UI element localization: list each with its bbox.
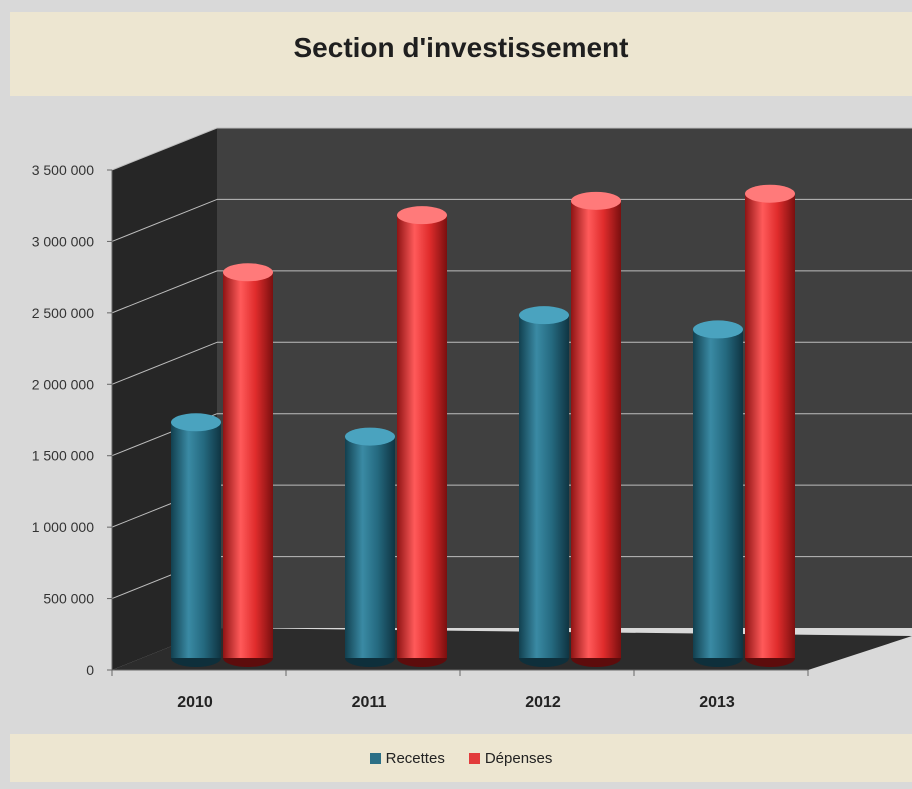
legend-label-recettes: Recettes: [385, 749, 445, 767]
x-tick-label: 2012: [525, 694, 561, 711]
y-tick-label: 2 500 000: [32, 305, 94, 321]
y-tick-label: 1 500 000: [32, 448, 94, 464]
gridline-side: [111, 341, 218, 385]
bar-top-recettes-2012: [519, 306, 569, 325]
x-tick-label: 2010: [177, 694, 213, 711]
bar-top-recettes-2011: [345, 427, 395, 446]
axis-lines: [107, 169, 809, 676]
bar-top-depenses-2012: [571, 191, 621, 210]
y-tick-label: 1 000 000: [32, 519, 94, 535]
y-tick-label: 0: [86, 662, 94, 678]
y-tick-label: 500 000: [43, 591, 94, 607]
y-tick-label: 3 500 000: [32, 162, 94, 178]
bar-top-depenses-2010: [223, 263, 273, 282]
chart-title: Section d'investissement: [293, 32, 629, 63]
bar-top-depenses-2011: [397, 206, 447, 225]
legend-item-recettes: Recettes: [369, 749, 445, 767]
gridline-side: [111, 127, 218, 171]
y-tick-labels: 0 500 000 1 000 000 1 500 000 2 000 000 2 500…: [32, 162, 95, 678]
bar-depenses-2013: [745, 193, 795, 658]
legend-swatch-depenses: [468, 752, 480, 764]
y-tick-label: 3 000 000: [32, 233, 94, 249]
bars: [171, 184, 795, 667]
bar-recettes-2011: [345, 436, 395, 658]
gridline-side: [111, 270, 218, 314]
title-band: Section d'investissement: [10, 12, 912, 96]
y-tick-label: 2 000 000: [32, 376, 94, 392]
legend-item-depenses: Dépenses: [468, 749, 553, 767]
bar-top-recettes-2010: [171, 413, 221, 432]
bar-recettes-2012: [519, 315, 569, 658]
legend: Recettes Dépenses: [10, 734, 912, 782]
legend-label-depenses: Dépenses: [484, 749, 553, 767]
legend-band: Recettes Dépenses: [10, 734, 912, 782]
x-tick-label: 2013: [699, 694, 735, 711]
legend-swatch-recettes: [369, 752, 381, 764]
x-tick-labels: 2010 2011 2012 2013: [177, 694, 735, 711]
bar-depenses-2010: [223, 272, 273, 658]
gridline-side: [111, 198, 218, 242]
bar-recettes-2010: [171, 422, 221, 658]
bar-top-recettes-2013: [693, 320, 743, 339]
bar-depenses-2011: [397, 215, 447, 658]
x-tick-label: 2011: [352, 694, 387, 711]
bar-depenses-2012: [571, 200, 621, 658]
bar-recettes-2013: [693, 329, 743, 658]
bar-top-depenses-2013: [745, 184, 795, 203]
